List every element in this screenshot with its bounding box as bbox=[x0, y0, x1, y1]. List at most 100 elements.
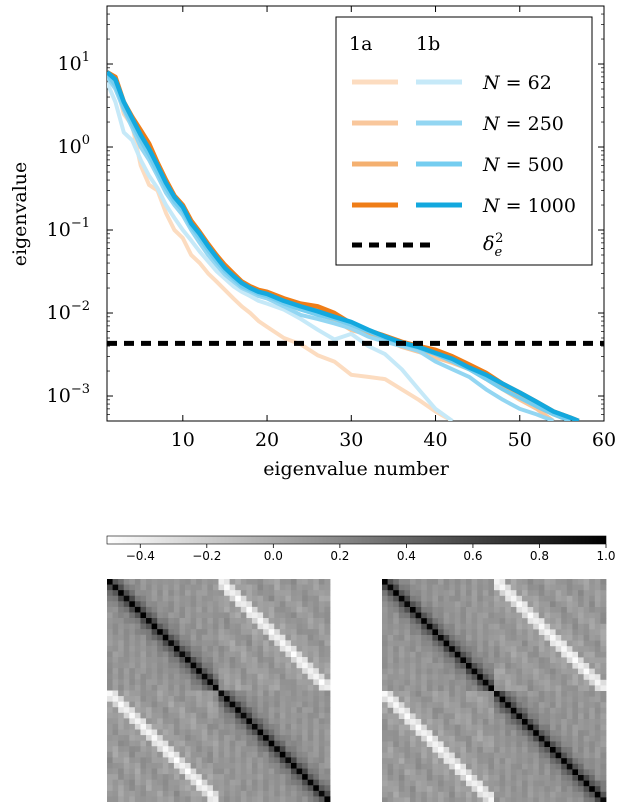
heatmap-cell bbox=[302, 668, 309, 675]
heatmap-cell bbox=[527, 797, 534, 802]
heatmap-cell bbox=[544, 607, 551, 613]
heatmap-cell bbox=[251, 601, 258, 608]
heatmap-cell bbox=[285, 618, 292, 624]
heatmap-cell bbox=[404, 590, 411, 597]
heatmap-cell bbox=[443, 640, 450, 647]
heatmap-cell bbox=[107, 623, 113, 630]
heatmap-cell bbox=[566, 640, 573, 647]
heatmap-cell bbox=[201, 779, 208, 786]
heatmap-cell bbox=[190, 629, 197, 636]
heatmap-cell bbox=[421, 646, 428, 653]
heatmap-cell bbox=[387, 674, 394, 681]
heatmap-cell bbox=[583, 691, 590, 697]
heatmap-cell bbox=[538, 691, 545, 697]
heatmap-cell bbox=[382, 668, 388, 675]
heatmap-cell bbox=[140, 723, 147, 730]
heatmap-cell bbox=[224, 662, 231, 669]
heatmap-cell bbox=[382, 601, 388, 608]
heatmap-cell bbox=[410, 780, 416, 787]
heatmap-cell bbox=[471, 595, 478, 602]
heatmap-cell bbox=[432, 797, 439, 802]
heatmap-cell bbox=[224, 618, 231, 624]
heatmap-cell bbox=[505, 786, 512, 793]
heatmap-cell bbox=[324, 601, 331, 608]
heatmap-cell bbox=[134, 712, 141, 719]
heatmap-cell bbox=[107, 584, 113, 591]
heatmap-cell bbox=[296, 701, 303, 708]
heatmap-cell bbox=[516, 657, 523, 664]
heatmap-cell bbox=[123, 746, 130, 753]
heatmap-cell bbox=[566, 797, 573, 802]
heatmap-cell bbox=[235, 790, 242, 797]
heatmap-cell bbox=[443, 663, 450, 669]
heatmap-cell bbox=[482, 702, 489, 709]
heatmap-cell bbox=[251, 645, 258, 652]
heatmap-cell bbox=[140, 762, 147, 769]
heatmap-cell bbox=[168, 740, 175, 747]
heatmap-cell bbox=[274, 762, 281, 769]
heatmap-cell bbox=[146, 579, 153, 585]
heatmap-cell bbox=[494, 674, 500, 681]
heatmap-cell bbox=[235, 735, 242, 742]
heatmap-cell bbox=[218, 668, 225, 675]
heatmap-cell bbox=[246, 757, 253, 764]
heatmap-cell bbox=[550, 679, 556, 686]
heatmap-cell bbox=[482, 713, 489, 720]
heatmap-cell bbox=[460, 702, 467, 709]
heatmap-cell bbox=[123, 690, 130, 697]
heatmap-cell bbox=[421, 640, 428, 647]
heatmap-cell bbox=[168, 651, 175, 658]
heatmap-cell bbox=[477, 741, 484, 748]
heatmap-cell bbox=[449, 657, 456, 664]
heatmap-cell bbox=[482, 707, 489, 714]
legend-label: N = 250 bbox=[482, 113, 564, 135]
heatmap-cell bbox=[578, 668, 584, 675]
heatmap-cell bbox=[488, 758, 495, 765]
heatmap-cell bbox=[146, 696, 153, 703]
heatmap-cell bbox=[398, 612, 405, 619]
heatmap-cell bbox=[600, 702, 607, 709]
heatmap-cell bbox=[279, 779, 286, 786]
heatmap-cell bbox=[207, 774, 214, 781]
heatmap-cell bbox=[257, 584, 264, 591]
heatmap-cell bbox=[404, 730, 411, 737]
heatmap-cell bbox=[263, 757, 270, 764]
heatmap-cell bbox=[494, 735, 500, 742]
heatmap-cell bbox=[263, 612, 270, 619]
heatmap-cell bbox=[274, 668, 281, 675]
heatmap-cell bbox=[118, 595, 125, 602]
heatmap-cell bbox=[129, 796, 136, 802]
heatmap-cell bbox=[438, 724, 444, 731]
heatmap-cell bbox=[190, 601, 197, 608]
heatmap-cell bbox=[566, 629, 573, 636]
heatmap-cell bbox=[229, 651, 236, 658]
heatmap-cell bbox=[290, 623, 297, 630]
heatmap-cell bbox=[499, 679, 506, 686]
heatmap-cell bbox=[561, 668, 568, 675]
heatmap-cell bbox=[460, 640, 467, 647]
heatmap-cell bbox=[533, 797, 540, 802]
heatmap-cell bbox=[443, 601, 450, 608]
heatmap-cell bbox=[151, 757, 158, 764]
heatmap-cell bbox=[246, 785, 253, 792]
heatmap-cell bbox=[516, 584, 523, 591]
heatmap-cell bbox=[594, 590, 601, 597]
heatmap-cell bbox=[318, 774, 325, 781]
heatmap-cell bbox=[112, 668, 119, 675]
heatmap-cell bbox=[196, 701, 203, 708]
heatmap-cell bbox=[129, 601, 136, 608]
heatmap-cell bbox=[410, 584, 416, 591]
heatmap-cell bbox=[268, 718, 275, 725]
x-tick-label: 40 bbox=[423, 429, 447, 451]
heatmap-cell bbox=[516, 640, 523, 647]
heatmap-cell bbox=[118, 701, 125, 708]
heatmap-cell bbox=[212, 579, 219, 585]
heatmap-cell bbox=[157, 618, 164, 624]
heatmap-cell bbox=[505, 696, 512, 703]
heatmap-cell bbox=[387, 640, 394, 647]
heatmap-cell bbox=[112, 618, 119, 624]
heatmap-cell bbox=[460, 691, 467, 697]
heatmap-cell bbox=[257, 723, 264, 730]
heatmap-cell bbox=[296, 690, 303, 697]
heatmap-cell bbox=[302, 645, 309, 652]
